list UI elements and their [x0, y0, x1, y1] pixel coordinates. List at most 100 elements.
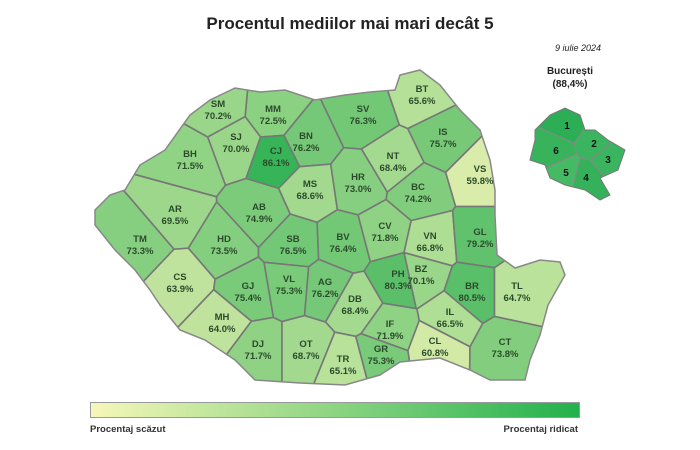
- sector-label: 1: [564, 121, 570, 132]
- county-value-label: 71.8%: [372, 233, 399, 244]
- legend-high-label: Procentaj ridicat: [503, 424, 578, 435]
- county-code-label: BR: [465, 281, 479, 292]
- county-code-label: VN: [423, 231, 436, 242]
- county-value-label: 63.9%: [167, 284, 194, 295]
- county-value-label: 64.7%: [504, 293, 531, 304]
- county-code-label: DJ: [252, 339, 264, 350]
- county-code-label: GR: [374, 344, 388, 355]
- sector-label: 5: [563, 168, 569, 179]
- county-value-label: 66.5%: [437, 319, 464, 330]
- county-value-label: 75.3%: [368, 356, 395, 367]
- county-code-label: NT: [387, 151, 400, 162]
- county-value-label: 71.7%: [245, 351, 272, 362]
- county-code-label: BH: [183, 149, 197, 160]
- county-code-label: TL: [511, 281, 523, 292]
- county-code-label: BC: [411, 182, 425, 193]
- county-value-label: 80.3%: [385, 281, 412, 292]
- county-value-label: 76.2%: [312, 289, 339, 300]
- county-code-label: IS: [439, 127, 448, 138]
- county-value-label: 68.7%: [293, 351, 320, 362]
- county-code-label: CS: [173, 272, 186, 283]
- county-value-label: 72.5%: [260, 116, 287, 127]
- sector-label: 3: [605, 155, 611, 166]
- county-value-label: 59.8%: [467, 176, 494, 187]
- map-title: Procentul mediilor mai mari decât 5: [206, 14, 494, 33]
- country-outline: [94, 69, 566, 386]
- county-value-label: 73.8%: [492, 349, 519, 360]
- county-code-label: IL: [446, 307, 455, 318]
- county-value-label: 75.7%: [430, 139, 457, 150]
- county-gl[interactable]: [451, 205, 580, 269]
- county-code-label: AB: [252, 202, 266, 213]
- county-value-label: 70.1%: [408, 276, 435, 287]
- county-value-label: 65.6%: [409, 96, 436, 107]
- sector-label: 6: [553, 146, 559, 157]
- county-code-label: MM: [265, 104, 281, 115]
- county-code-label: MH: [215, 312, 230, 323]
- county-code-label: PH: [391, 269, 404, 280]
- county-tl[interactable]: [493, 207, 581, 336]
- county-code-label: SJ: [230, 132, 242, 143]
- bucharest-outline: [529, 107, 626, 201]
- county-code-label: AR: [168, 204, 182, 215]
- county-value-label: 73.0%: [345, 184, 372, 195]
- county-code-label: GJ: [242, 281, 255, 292]
- county-code-label: VS: [474, 164, 487, 175]
- county-code-label: TR: [337, 354, 350, 365]
- county-value-label: 80.5%: [459, 293, 486, 304]
- county-code-label: CL: [429, 336, 442, 347]
- legend-low-label: Procentaj scăzut: [90, 424, 166, 435]
- county-value-label: 79.2%: [467, 239, 494, 250]
- bucharest-sectors: [530, 108, 625, 200]
- legend-gradient-bar: [90, 402, 580, 418]
- county-value-label: 76.2%: [293, 143, 320, 154]
- county-code-label: BT: [416, 84, 429, 95]
- county-value-label: 70.2%: [205, 111, 232, 122]
- bucharest-label: București (88,4%): [540, 65, 600, 91]
- county-code-label: BN: [299, 131, 313, 142]
- county-code-label: HD: [217, 234, 231, 245]
- county-code-label: AG: [318, 277, 332, 288]
- county-value-label: 76.3%: [350, 116, 377, 127]
- county-code-label: SB: [286, 234, 299, 245]
- county-value-label: 86.1%: [263, 158, 290, 169]
- date-label: 9 iulie 2024: [555, 43, 602, 53]
- county-ct[interactable]: [468, 315, 580, 400]
- county-value-label: 73.3%: [127, 246, 154, 257]
- bucharest-value: (88,4%): [552, 79, 588, 90]
- county-code-label: SM: [211, 99, 225, 110]
- county-code-label: BV: [336, 232, 350, 243]
- county-value-label: 71.9%: [377, 331, 404, 342]
- county-code-label: BZ: [415, 264, 428, 275]
- county-value-label: 65.1%: [330, 366, 357, 377]
- county-value-label: 73.5%: [211, 246, 238, 257]
- county-value-label: 76.5%: [280, 246, 307, 257]
- county-code-label: CT: [499, 337, 512, 348]
- county-value-label: 66.8%: [417, 243, 444, 254]
- county-value-label: 68.4%: [342, 306, 369, 317]
- county-value-label: 76.4%: [330, 244, 357, 255]
- county-value-label: 74.9%: [246, 214, 273, 225]
- county-code-label: HR: [351, 172, 365, 183]
- county-value-label: 75.4%: [235, 293, 262, 304]
- sector-label: 2: [591, 139, 597, 150]
- sector-label: 4: [583, 173, 589, 184]
- county-value-label: 60.8%: [422, 348, 449, 359]
- county-value-label: 71.5%: [177, 161, 204, 172]
- county-code-label: CJ: [270, 146, 282, 157]
- county-code-label: OT: [299, 339, 312, 350]
- county-code-label: VL: [283, 274, 295, 285]
- county-value-label: 64.0%: [209, 324, 236, 335]
- county-code-label: GL: [473, 227, 486, 238]
- county-code-label: DB: [348, 294, 362, 305]
- county-value-label: 75.3%: [276, 286, 303, 297]
- county-value-label: 68.4%: [380, 163, 407, 174]
- county-value-label: 68.6%: [297, 191, 324, 202]
- county-code-label: IF: [386, 319, 395, 330]
- county-code-label: TM: [133, 234, 147, 245]
- county-code-label: CV: [378, 221, 392, 232]
- county-value-label: 70.0%: [223, 144, 250, 155]
- county-value-label: 74.2%: [405, 194, 432, 205]
